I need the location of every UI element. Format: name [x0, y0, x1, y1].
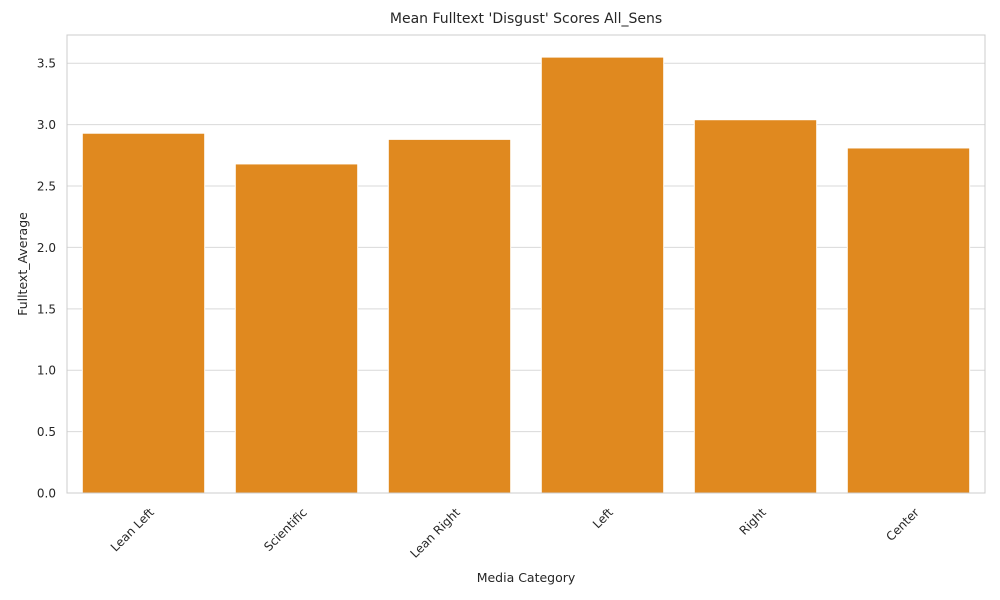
x-tick-label: Lean Right: [408, 505, 464, 561]
y-tick-label: 3.5: [37, 57, 56, 71]
y-tick-label: 1.5: [37, 302, 56, 316]
bar: [81, 132, 206, 494]
y-tick-label: 0.5: [37, 425, 56, 439]
y-tick-label: 0.0: [37, 487, 56, 501]
bar: [693, 119, 818, 494]
y-axis-label: Fulltext_Average: [15, 212, 30, 316]
x-tick-label: Scientific: [261, 505, 310, 554]
y-tick-labels: 0.0 0.5 1.0 1.5 2.0 2.5 3.0 3.5: [37, 57, 56, 501]
bar: [540, 56, 665, 494]
x-tick-label: Right: [737, 505, 769, 537]
y-tick-label: 1.0: [37, 364, 56, 378]
bar: [387, 138, 512, 494]
x-axis-label: Media Category: [477, 570, 576, 585]
y-tick-label: 2.0: [37, 241, 56, 255]
x-tick-label: Center: [883, 505, 922, 544]
x-tick-labels: Lean Left Scientific Lean Right Left Right Ce…: [108, 505, 922, 561]
x-tick-label: Lean Left: [108, 505, 157, 554]
plot-frame: [66, 34, 986, 494]
y-tick-label: 2.5: [37, 180, 56, 194]
bar: [846, 147, 971, 494]
y-tick-label: 3.0: [37, 118, 56, 132]
x-tick-label: Left: [590, 505, 616, 531]
bar: [234, 163, 359, 494]
grid-lines: [67, 62, 985, 494]
chart-title: Mean Fulltext 'Disgust' Scores All_Sens: [390, 11, 662, 27]
bars: [81, 56, 971, 494]
